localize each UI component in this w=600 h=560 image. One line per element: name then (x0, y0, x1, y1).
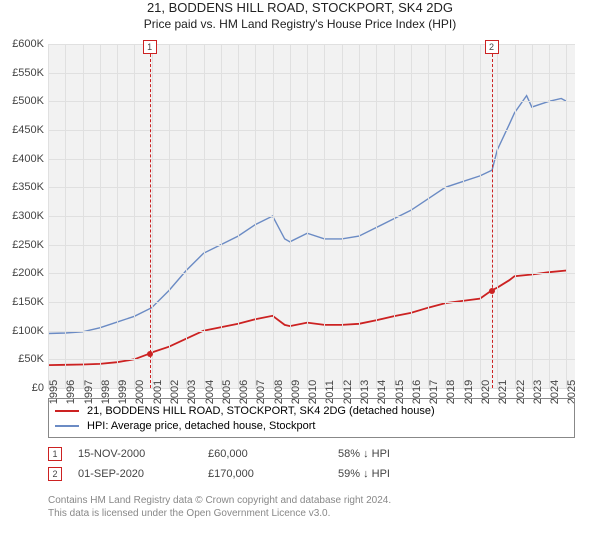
gridline-v (204, 44, 205, 388)
gridline-v (411, 44, 412, 388)
gridline-v (515, 44, 516, 388)
gridline-h (48, 359, 575, 360)
chart-subtitle: Price paid vs. HM Land Registry's House … (0, 17, 600, 31)
gridline-v (48, 44, 49, 388)
gridline-v (307, 44, 308, 388)
tx-row-marker: 2 (48, 467, 62, 481)
legend-row: 21, BODDENS HILL ROAD, STOCKPORT, SK4 2D… (55, 403, 568, 418)
gridline-v (83, 44, 84, 388)
gridline-h (48, 216, 575, 217)
gridline-h (48, 273, 575, 274)
tx-row: 1 15-NOV-2000£60,00058% ↓ HPI (48, 444, 575, 464)
gridline-v (100, 44, 101, 388)
gridline-v (497, 44, 498, 388)
tx-dot (147, 351, 153, 357)
gridline-v (532, 44, 533, 388)
gridline-v (238, 44, 239, 388)
gridline-v (463, 44, 464, 388)
legend-row: HPI: Average price, detached house, Stoc… (55, 418, 568, 433)
gridline-v (376, 44, 377, 388)
y-tick: £150K (12, 296, 44, 308)
gridline-v (290, 44, 291, 388)
gridline-v (273, 44, 274, 388)
gridline-h (48, 130, 575, 131)
gridline-v (152, 44, 153, 388)
y-tick: £500K (12, 95, 44, 107)
gridline-h (48, 331, 575, 332)
tx-delta: 58% ↓ HPI (338, 448, 468, 460)
tx-date: 15-NOV-2000 (78, 448, 208, 460)
tx-row: 2 01-SEP-2020£170,00059% ↓ HPI (48, 464, 575, 484)
gridline-v (428, 44, 429, 388)
gridline-h (48, 245, 575, 246)
tx-price: £60,000 (208, 448, 338, 460)
legend-swatch (55, 425, 79, 427)
gridline-v (117, 44, 118, 388)
legend-swatch (55, 410, 79, 412)
gridline-v (169, 44, 170, 388)
gridline-v (342, 44, 343, 388)
legend: 21, BODDENS HILL ROAD, STOCKPORT, SK4 2D… (48, 398, 575, 438)
tx-marker-box: 1 (143, 40, 157, 54)
tx-dot (489, 288, 495, 294)
gridline-v (359, 44, 360, 388)
tx-marker-box: 2 (485, 40, 499, 54)
gridline-v (186, 44, 187, 388)
y-tick: £600K (12, 38, 44, 50)
gridline-h (48, 101, 575, 102)
gridline-h (48, 73, 575, 74)
tx-vline (150, 44, 151, 388)
y-tick: £250K (12, 239, 44, 251)
gridline-h (48, 187, 575, 188)
legend-label: 21, BODDENS HILL ROAD, STOCKPORT, SK4 2D… (87, 405, 435, 417)
y-tick: £400K (12, 153, 44, 165)
legend-label: HPI: Average price, detached house, Stoc… (87, 420, 316, 432)
y-tick: £200K (12, 267, 44, 279)
gridline-v (480, 44, 481, 388)
gridline-v (445, 44, 446, 388)
tx-vline (492, 44, 493, 388)
gridline-v (394, 44, 395, 388)
y-tick: £0 (32, 382, 44, 394)
gridline-v (255, 44, 256, 388)
attribution-footer: Contains HM Land Registry data © Crown c… (48, 494, 575, 520)
gridline-h (48, 159, 575, 160)
gridline-h (48, 302, 575, 303)
footer-line: Contains HM Land Registry data © Crown c… (48, 494, 575, 507)
footer-line: This data is licensed under the Open Gov… (48, 507, 575, 520)
transactions-table: 1 15-NOV-2000£60,00058% ↓ HPI 2 01-SEP-2020… (48, 444, 575, 484)
gridline-v (549, 44, 550, 388)
gridline-v (65, 44, 66, 388)
y-tick: £300K (12, 210, 44, 222)
y-tick: £50K (18, 353, 44, 365)
gridline-v (221, 44, 222, 388)
chart-title: 21, BODDENS HILL ROAD, STOCKPORT, SK4 2D… (0, 0, 600, 15)
gridline-v (566, 44, 567, 388)
tx-price: £170,000 (208, 468, 338, 480)
y-tick: £450K (12, 124, 44, 136)
gridline-v (324, 44, 325, 388)
gridline-v (134, 44, 135, 388)
plot-area: £0£50K£100K£150K£200K£250K£300K£350K£400… (48, 44, 575, 388)
tx-row-marker: 1 (48, 447, 62, 461)
y-tick: £350K (12, 181, 44, 193)
y-tick: £550K (12, 67, 44, 79)
tx-date: 01-SEP-2020 (78, 468, 208, 480)
y-tick: £100K (12, 325, 44, 337)
tx-delta: 59% ↓ HPI (338, 468, 468, 480)
